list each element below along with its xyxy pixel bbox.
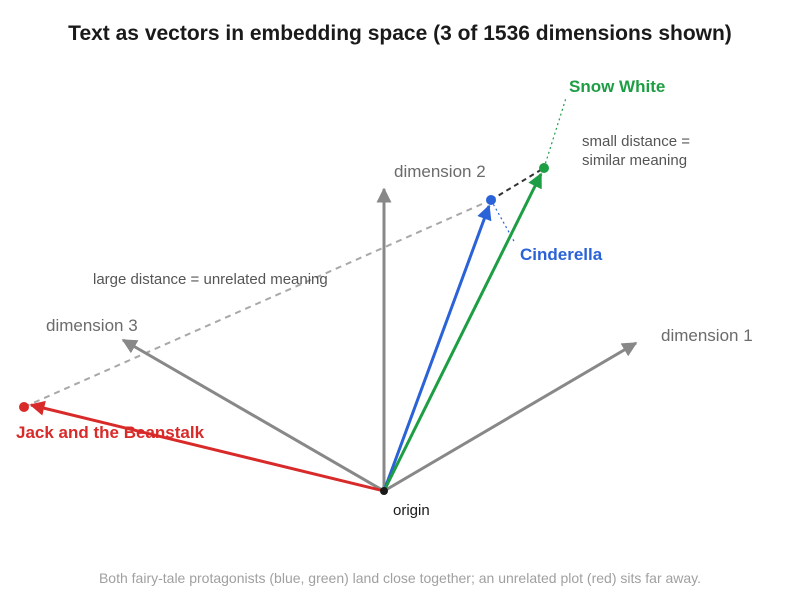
snow-white-leader (543, 97, 567, 169)
snow-white-point (539, 163, 549, 173)
vector-snow-white (382, 172, 543, 492)
small-distance-note-line1: small distance = (582, 133, 690, 150)
axis-label-dimension-1: dimension 1 (661, 326, 753, 345)
snow-white-label: Snow White (569, 77, 665, 96)
vector-jack-and-the-beanstalk (29, 400, 385, 493)
diagram-caption: Both fairy-tale protagonists (blue, gree… (99, 570, 701, 586)
axis-dimension-1 (383, 341, 638, 493)
jack-point (19, 402, 29, 412)
origin-point (380, 487, 388, 495)
axis-label-dimension-3: dimension 3 (46, 316, 138, 335)
cinderella-point (486, 195, 496, 205)
axis-dimension-3 (121, 338, 385, 493)
large-distance-note: large distance = unrelated meaning (93, 271, 328, 288)
small-distance-note-line2: similar meaning (582, 152, 687, 169)
large-distance-line (23, 199, 492, 408)
diagram-title: Text as vectors in embedding space (3 of… (68, 22, 732, 45)
cinderella-label: Cinderella (520, 245, 603, 264)
axis-label-dimension-2: dimension 2 (394, 162, 486, 181)
small-distance-line (490, 167, 545, 201)
vector-cinderella (382, 204, 492, 492)
jack-label: Jack and the Beanstalk (16, 423, 205, 442)
origin-label: origin (393, 502, 430, 519)
